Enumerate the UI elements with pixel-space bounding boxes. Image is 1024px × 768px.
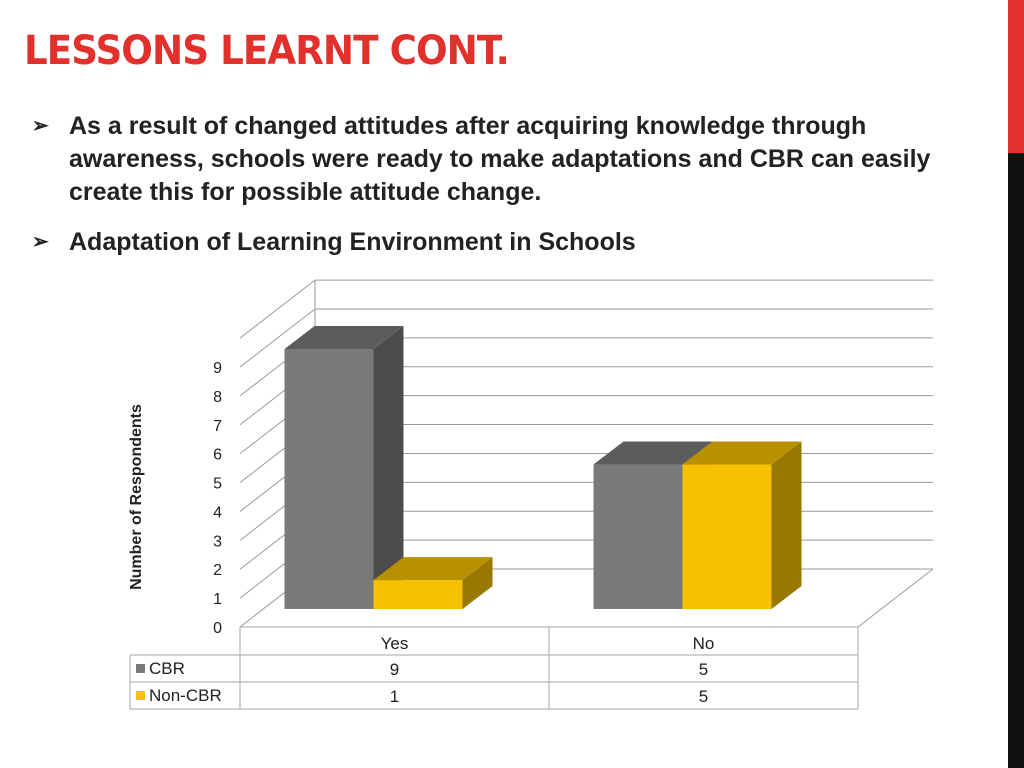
y-tick-label: 2: [213, 562, 222, 579]
bar-top: [373, 557, 493, 581]
x-category-label: No: [693, 634, 715, 653]
bar: [593, 464, 683, 609]
arrow-bullet-icon: ➢: [32, 115, 49, 137]
data-label: 9: [390, 660, 399, 679]
y-tick-label: 0: [213, 620, 222, 637]
bar-side: [462, 557, 493, 609]
bar: [284, 349, 374, 609]
bar: [682, 464, 772, 609]
bar-top: [682, 441, 802, 465]
bar-side: [771, 441, 802, 609]
x-category-label: Yes: [381, 634, 409, 653]
arrow-bullet-icon: ➢: [32, 231, 49, 253]
legend-label: Non-CBR: [149, 686, 222, 705]
data-label: 5: [699, 687, 708, 706]
bullet-item-2: ➢ Adaptation of Learning Environment in …: [32, 226, 982, 259]
slide-title: LESSONS LEARNT CONT.: [24, 28, 510, 74]
floor-edge: [857, 568, 934, 628]
bullet-text-1: As a result of changed attitudes after a…: [69, 112, 931, 206]
bar-side: [373, 326, 404, 609]
bar: [373, 580, 463, 609]
legend-swatch: [136, 664, 145, 673]
data-label: 5: [699, 660, 708, 679]
y-tick-label: 3: [213, 533, 222, 550]
bullet-text-2: Adaptation of Learning Environment in Sc…: [69, 228, 636, 256]
edge-dark-bar: [1008, 153, 1024, 768]
edge-accent-bar: [1008, 0, 1024, 153]
bar-top: [593, 441, 713, 465]
bar-top: [284, 326, 404, 349]
y-tick-label: 4: [213, 504, 222, 521]
side-wall-gridline: [239, 308, 316, 368]
legend-label: CBR: [149, 659, 185, 678]
y-tick-label: 6: [213, 447, 222, 464]
y-tick-label: 1: [213, 591, 222, 608]
legend-swatch: [136, 691, 145, 700]
bullet-item-1: ➢ As a result of changed attitudes after…: [32, 110, 982, 209]
side-wall-gridline: [239, 279, 316, 339]
y-tick-label: 7: [213, 418, 222, 435]
data-label: 1: [390, 687, 399, 706]
y-tick-label: 8: [213, 389, 222, 406]
y-axis-label: Number of Respondents: [128, 404, 145, 590]
y-tick-label: 9: [213, 360, 222, 377]
y-tick-label: 5: [213, 476, 222, 493]
